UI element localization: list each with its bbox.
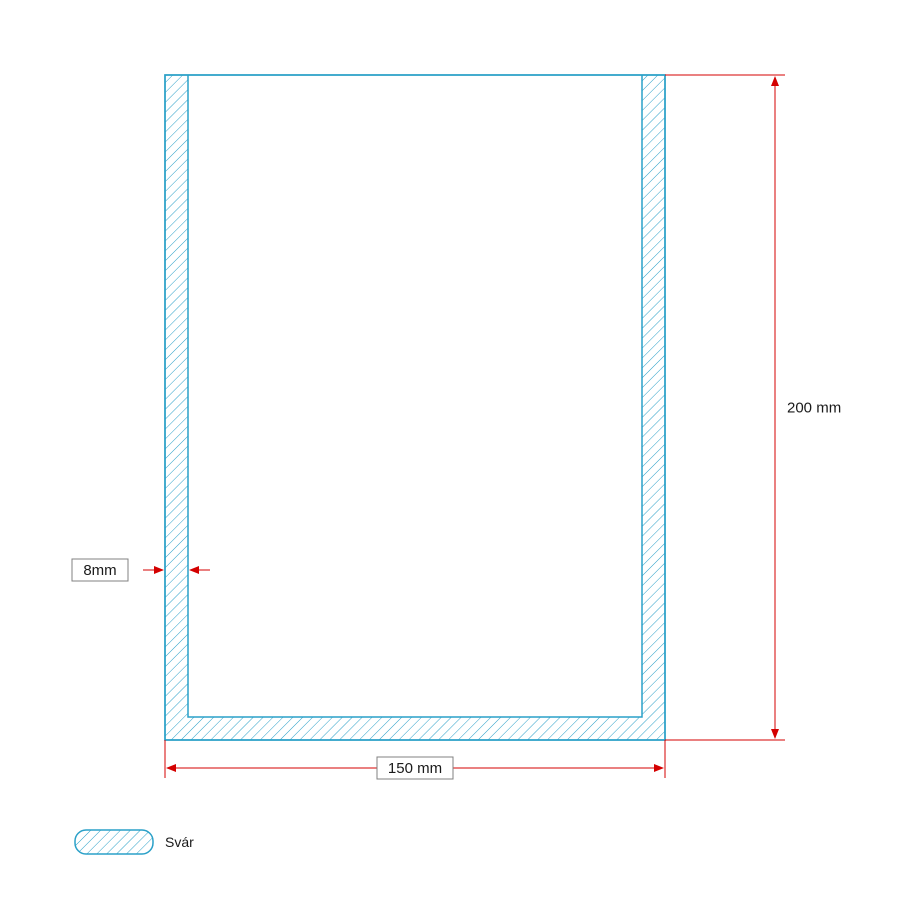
legend: Svár — [75, 830, 194, 854]
legend-swatch — [75, 830, 153, 854]
dimension-seal-label: 8mm — [83, 562, 116, 579]
legend-label: Svár — [165, 834, 194, 850]
dimension-width: 150 mm — [165, 740, 665, 779]
bag-shape — [165, 75, 665, 740]
dimension-height: 200 mm — [665, 75, 841, 740]
technical-diagram: 200 mm 150 mm 8mm Svár — [0, 0, 900, 900]
dimension-height-label: 200 mm — [787, 400, 841, 417]
dimension-width-label: 150 mm — [388, 760, 442, 777]
